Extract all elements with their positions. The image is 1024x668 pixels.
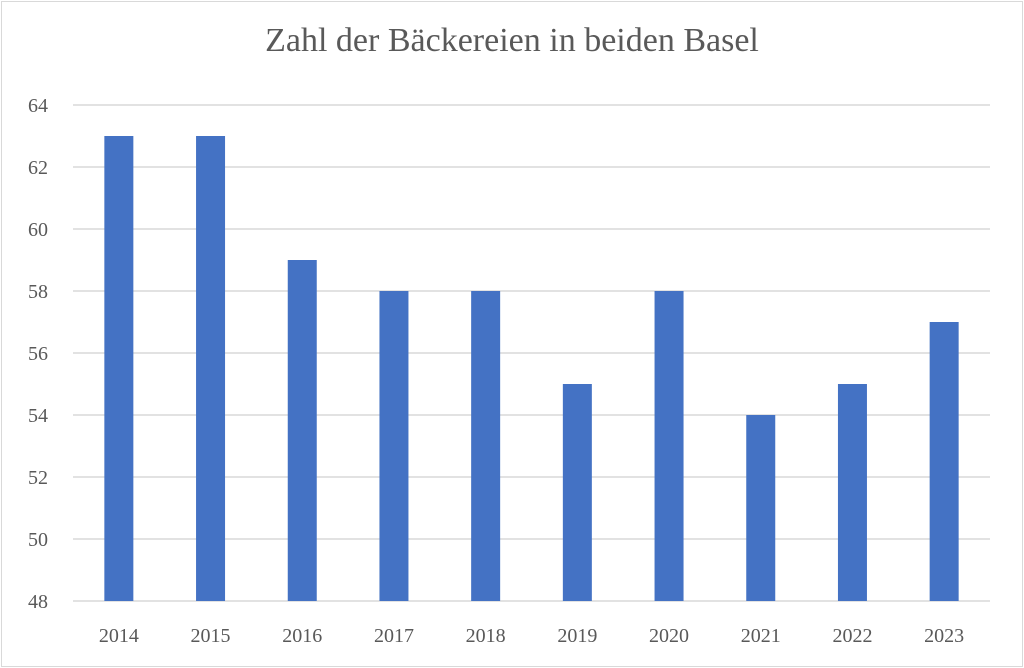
y-tick-label: 54 bbox=[28, 405, 48, 427]
bar-2018 bbox=[471, 291, 501, 601]
y-tick-label: 60 bbox=[28, 219, 48, 241]
bar-2020 bbox=[654, 291, 684, 601]
x-tick-label: 2021 bbox=[741, 625, 781, 647]
bar-2017 bbox=[379, 291, 409, 601]
bar-2021 bbox=[746, 415, 776, 601]
x-tick-label: 2015 bbox=[191, 625, 231, 647]
x-tick-label: 2023 bbox=[924, 625, 964, 647]
bar-2023 bbox=[929, 322, 959, 601]
bar-2022 bbox=[837, 384, 867, 601]
y-tick-label: 58 bbox=[28, 281, 48, 303]
x-tick-label: 2017 bbox=[374, 625, 414, 647]
y-tick-label: 52 bbox=[28, 467, 48, 489]
bar-2014 bbox=[104, 136, 134, 601]
x-tick-label: 2014 bbox=[99, 625, 139, 647]
y-tick-label: 48 bbox=[28, 591, 48, 613]
x-tick-label: 2019 bbox=[557, 625, 597, 647]
y-tick-label: 50 bbox=[28, 529, 48, 551]
bar-2019 bbox=[562, 384, 592, 601]
bar-2015 bbox=[196, 136, 226, 601]
x-tick-label: 2022 bbox=[832, 625, 872, 647]
x-tick-label: 2018 bbox=[466, 625, 506, 647]
y-tick-label: 64 bbox=[28, 95, 48, 117]
x-tick-label: 2016 bbox=[282, 625, 322, 647]
x-tick-label: 2020 bbox=[649, 625, 689, 647]
chart-title: Zahl der Bäckereien in beiden Basel bbox=[265, 22, 759, 59]
y-tick-label: 56 bbox=[28, 343, 48, 365]
y-tick-label: 62 bbox=[28, 157, 48, 179]
bar-2016 bbox=[287, 260, 317, 601]
